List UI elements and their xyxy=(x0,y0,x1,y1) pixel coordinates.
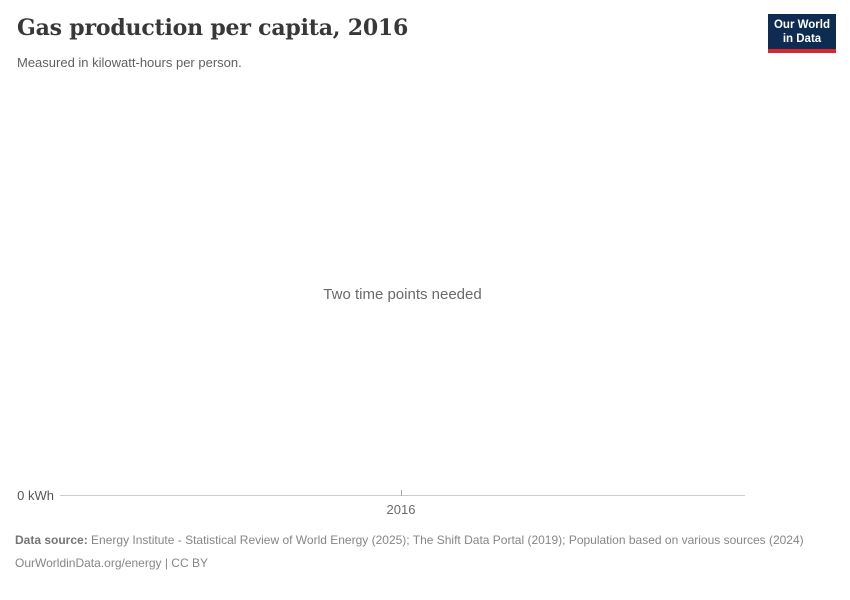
x-axis-line xyxy=(60,490,745,496)
owid-logo[interactable]: Our World in Data xyxy=(768,14,836,53)
data-source-text: Energy Institute - Statistical Review of… xyxy=(91,533,804,547)
data-source-line[interactable]: Data source: Energy Institute - Statisti… xyxy=(15,533,815,549)
y-axis-zero-label: 0 kWh xyxy=(17,488,54,503)
owid-logo-line2: in Data xyxy=(782,32,822,45)
x-axis-tick-label: 2016 xyxy=(386,502,416,517)
license-link[interactable]: OurWorldinData.org/energy | CC BY xyxy=(15,555,208,570)
page-title: Gas production per capita, 2016 xyxy=(17,15,409,41)
plot-area: Two time points needed xyxy=(60,90,745,490)
x-axis-tick xyxy=(401,490,402,496)
owid-logo-line1: Our World xyxy=(773,19,830,31)
empty-state-message: Two time points needed xyxy=(323,286,482,303)
chart-subtitle: Measured in kilowatt-hours per person. xyxy=(17,55,242,70)
chart-footer: Data source: Energy Institute - Statisti… xyxy=(15,533,815,571)
data-source-label: Data source: xyxy=(15,533,88,547)
